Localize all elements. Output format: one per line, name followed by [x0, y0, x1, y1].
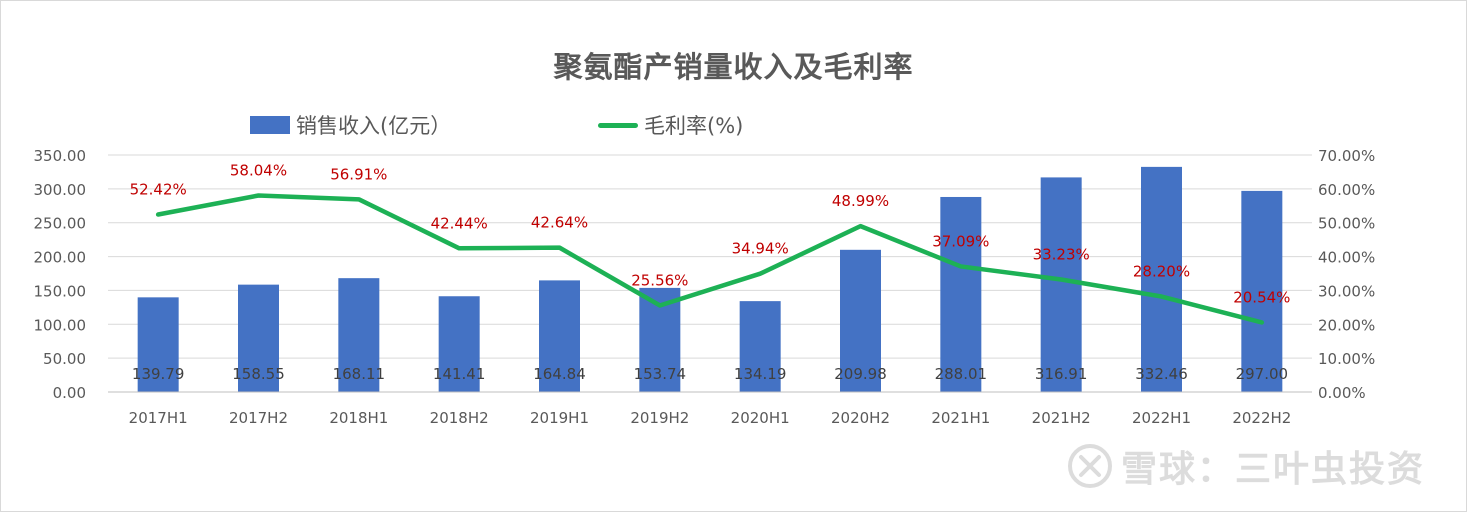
y-right-tick-label: 70.00%	[1318, 147, 1375, 165]
margin-line	[155, 193, 1265, 325]
x-tick-label: 2018H2	[430, 409, 489, 427]
legend-item-margin: 毛利率(%)	[598, 110, 743, 140]
line-data-label: 25.56%	[631, 271, 688, 289]
x-tick-label: 2019H1	[530, 409, 589, 427]
bar-data-label: 168.11	[333, 365, 386, 383]
y-right-tick-label: 10.00%	[1318, 350, 1375, 368]
watermark: 雪球：三叶虫投资	[1067, 440, 1425, 492]
legend-swatch-line	[598, 122, 638, 128]
y-right-tick-label: 40.00%	[1318, 249, 1375, 267]
y-left-tick-label: 150.00	[34, 282, 87, 300]
line-data-label: 28.20%	[1133, 263, 1190, 281]
bar-data-label: 209.98	[834, 365, 887, 383]
bar	[1241, 190, 1283, 392]
line-data-label: 58.04%	[230, 161, 287, 179]
bar	[137, 297, 179, 392]
x-tick-label: 2022H2	[1232, 409, 1291, 427]
bar	[940, 196, 982, 392]
bar	[539, 280, 580, 392]
chart-title: 聚氨酯产销量收入及毛利率	[553, 50, 914, 84]
bar	[1040, 177, 1082, 392]
x-tick-label: 2017H2	[229, 409, 288, 427]
bar	[238, 284, 279, 392]
line-data-label: 34.94%	[732, 240, 789, 258]
line-data-label: 37.09%	[932, 232, 989, 250]
x-tick-label: 2017H1	[129, 409, 188, 427]
x-tick-label: 2021H2	[1032, 409, 1091, 427]
y-left-tick-label: 100.00	[34, 316, 87, 334]
x-tick-label: 2019H2	[630, 409, 689, 427]
y-right-tick-label: 0.00%	[1318, 384, 1366, 402]
bar	[338, 278, 380, 392]
bar-data-label: 297.00	[1236, 365, 1289, 383]
y-left-tick-label: 350.00	[34, 147, 87, 165]
line-data-label: 42.44%	[431, 214, 488, 232]
line-data-label: 52.42%	[130, 181, 187, 199]
x-tick-label: 2018H1	[329, 409, 388, 427]
x-tick-label: 2022H1	[1132, 409, 1191, 427]
bar-data-label: 288.01	[935, 365, 988, 383]
y-right-tick-label: 30.00%	[1318, 282, 1375, 300]
line-data-label: 33.23%	[1033, 245, 1090, 263]
y-left-tick-label: 50.00	[43, 350, 86, 368]
bar-data-label: 141.41	[433, 365, 486, 383]
line-data-label: 56.91%	[330, 165, 387, 183]
line-data-label: 42.64%	[531, 214, 588, 232]
bar	[1141, 166, 1182, 392]
line-data-label: 20.54%	[1233, 288, 1290, 306]
y-left-tick-label: 300.00	[34, 181, 87, 199]
x-tick-label: 2020H1	[731, 409, 790, 427]
watermark-text: 雪球：三叶虫投资	[1120, 449, 1425, 490]
y-left-tick-label: 0.00	[53, 384, 86, 402]
legend-label-margin: 毛利率(%)	[644, 114, 744, 138]
bar-data-label: 139.79	[132, 365, 185, 383]
x-tick-label: 2021H1	[931, 409, 990, 427]
bar-data-label: 134.19	[734, 365, 787, 383]
bar-data-label: 332.46	[1135, 365, 1188, 383]
y-right-tick-label: 20.00%	[1318, 316, 1375, 334]
y-left-tick-label: 200.00	[34, 249, 87, 267]
bar	[840, 249, 881, 392]
bar-data-label: 316.91	[1035, 365, 1088, 383]
y-right-tick-label: 50.00%	[1318, 215, 1375, 233]
bar	[438, 296, 480, 392]
bar-data-label: 164.84	[533, 365, 586, 383]
y-left-tick-label: 250.00	[34, 215, 87, 233]
x-tick-label: 2020H2	[831, 409, 890, 427]
legend-label-revenue: 销售收入(亿元）	[296, 114, 452, 138]
bar-data-label: 158.55	[232, 365, 285, 383]
bar-data-label: 153.74	[634, 365, 687, 383]
snowball-logo-icon	[1067, 444, 1112, 488]
y-right-tick-label: 60.00%	[1318, 181, 1375, 199]
legend-item-revenue: 销售收入(亿元）	[250, 110, 451, 140]
line-data-label: 48.99%	[832, 192, 889, 210]
legend-swatch-bar	[250, 116, 290, 134]
bar	[739, 301, 781, 392]
